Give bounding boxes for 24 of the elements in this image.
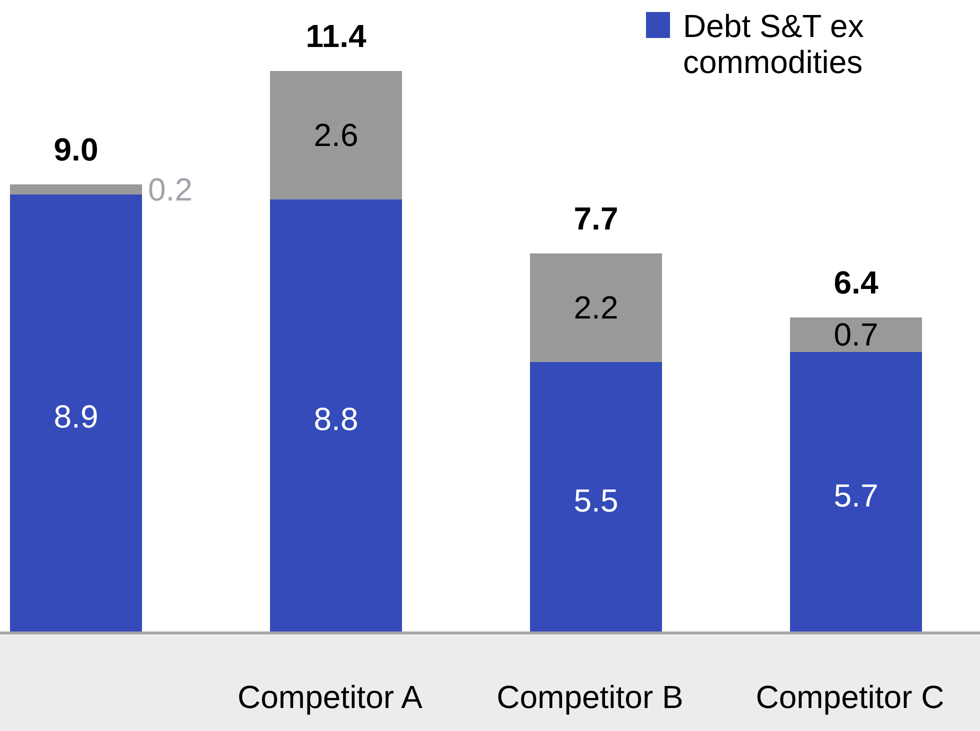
total-label: 11.4 [306,18,366,54]
legend-label: Debt S&T ex commodities [683,8,864,80]
data-label: 0.2 [148,171,192,208]
total-label: 6.4 [834,264,878,300]
bar [790,352,922,633]
total-label: 7.7 [574,200,618,236]
data-label: 0.7 [834,316,878,353]
total-label: 9.0 [54,131,98,168]
bar [10,184,142,194]
data-label: 2.6 [314,117,358,154]
bar [270,199,402,633]
data-label: 5.7 [834,478,878,514]
data-label: 8.8 [314,401,358,438]
x-tick-label: Competitor B [496,679,684,715]
x-tick-label: Competitor C [756,679,944,715]
bar [270,71,402,200]
bar [10,194,142,633]
x-tick-label: Competitor A [238,679,424,715]
bar [530,253,662,362]
data-label: 5.5 [574,482,618,518]
bar [530,362,662,633]
bar [790,317,922,352]
data-label: 2.2 [574,290,618,326]
data-label: 8.9 [54,398,98,435]
